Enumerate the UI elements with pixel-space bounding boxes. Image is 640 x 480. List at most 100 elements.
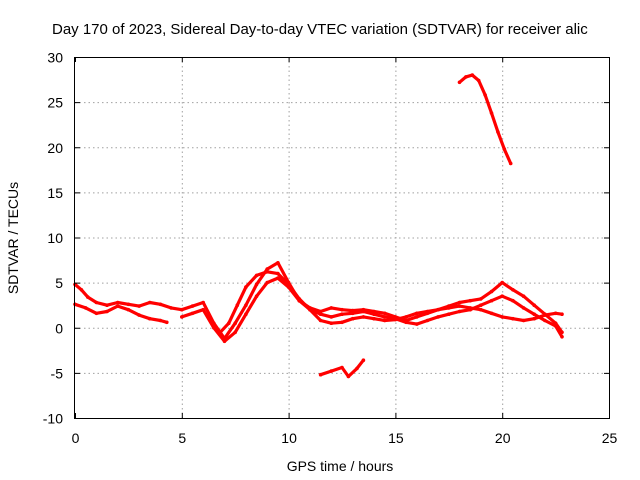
x-tick-label: 15 — [388, 430, 404, 446]
y-tick-label: 25 — [47, 95, 63, 111]
data-point — [543, 318, 547, 323]
data-point — [457, 304, 462, 308]
data-point — [126, 307, 131, 312]
data-point — [521, 318, 526, 323]
data-point — [560, 312, 564, 317]
data-point — [361, 309, 366, 314]
data-point — [361, 358, 366, 363]
data-point — [148, 300, 152, 305]
data-point — [276, 261, 280, 265]
data-point — [244, 303, 248, 308]
data-point — [532, 303, 536, 308]
data-point — [372, 316, 376, 321]
data-point — [496, 130, 500, 134]
data-point — [83, 306, 88, 310]
data-point — [372, 312, 376, 317]
data-point — [436, 307, 440, 312]
data-point — [340, 307, 344, 312]
data-point — [500, 294, 505, 299]
data-point — [489, 111, 494, 115]
data-point — [404, 315, 408, 319]
data-point — [543, 313, 547, 317]
data-point — [201, 300, 205, 305]
data-point — [560, 335, 564, 339]
data-point — [483, 93, 487, 97]
data-point — [86, 295, 90, 299]
data-point — [350, 316, 355, 321]
data-point — [479, 297, 483, 301]
data-point — [415, 322, 419, 326]
data-point — [489, 289, 494, 294]
data-point — [115, 304, 120, 308]
data-point — [464, 75, 468, 79]
x-tick-label: 5 — [178, 430, 186, 446]
y-tick-label: 30 — [47, 50, 63, 66]
data-point — [508, 161, 513, 166]
data-point — [137, 304, 141, 308]
data-point — [105, 303, 109, 308]
y-axis-label: SDTVAR / TECUs — [5, 182, 21, 294]
data-point — [190, 304, 195, 308]
data-point — [340, 320, 344, 325]
data-point — [511, 316, 515, 321]
data-point — [404, 320, 408, 325]
x-axis-ticks: 0 5 10 15 20 25 — [72, 57, 618, 446]
data-point — [165, 320, 169, 325]
data-point — [425, 318, 430, 323]
data-point — [201, 307, 205, 312]
data-point — [233, 330, 237, 335]
data-point — [318, 318, 323, 323]
plot-frame — [74, 57, 610, 419]
data-point — [553, 324, 558, 328]
series-layer — [73, 73, 564, 379]
data-point — [218, 330, 222, 335]
data-point — [470, 73, 475, 77]
data-point — [532, 312, 536, 317]
data-point — [340, 312, 344, 317]
data-point — [180, 307, 184, 312]
data-point — [500, 315, 505, 319]
data-point — [244, 285, 248, 289]
series-arc-4 — [218, 270, 564, 334]
data-point — [329, 306, 334, 310]
data-point — [265, 270, 270, 274]
data-point — [286, 282, 291, 287]
data-point — [457, 309, 462, 314]
data-point — [479, 307, 483, 312]
data-point — [346, 374, 351, 379]
data-point — [318, 312, 323, 317]
y-tick-label: 15 — [47, 185, 63, 201]
series-arc-2 — [73, 302, 169, 324]
data-point — [489, 311, 494, 316]
data-point — [382, 315, 387, 319]
data-point — [521, 306, 526, 310]
data-point — [169, 306, 173, 310]
y-tick-label: 0 — [55, 320, 63, 336]
x-tick-label: 25 — [602, 430, 618, 446]
data-point — [476, 78, 481, 83]
series-arc-1 — [73, 261, 564, 341]
data-point — [489, 298, 494, 303]
data-point — [479, 303, 483, 308]
data-point — [94, 311, 99, 316]
data-point — [329, 321, 334, 326]
data-point — [553, 311, 558, 316]
data-point — [350, 311, 355, 316]
data-point — [276, 271, 280, 276]
data-point — [521, 294, 526, 299]
data-point — [350, 308, 355, 313]
y-tick-label: 20 — [47, 140, 63, 156]
data-point — [148, 316, 152, 321]
data-point — [468, 306, 473, 310]
x-axis-label: GPS time / hours — [287, 458, 394, 474]
data-point — [254, 273, 259, 278]
data-point — [233, 321, 237, 326]
data-point — [447, 306, 451, 310]
data-point — [318, 372, 323, 377]
data-point — [227, 321, 231, 326]
data-point — [180, 315, 184, 319]
data-point — [415, 315, 419, 319]
data-point — [308, 307, 312, 312]
data-point — [297, 297, 302, 301]
